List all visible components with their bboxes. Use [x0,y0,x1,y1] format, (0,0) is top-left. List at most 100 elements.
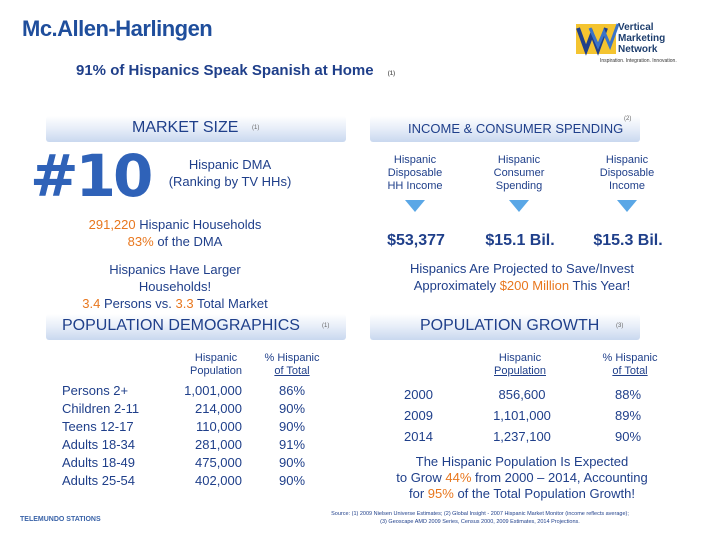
households-value: 291,220 [88,217,136,232]
growth-line1: The Hispanic Population Is Expected [415,454,629,469]
larger-households-block: Hispanics Have Larger Households! 3.4 Pe… [40,261,310,312]
growth-row-population: 856,600 [498,387,546,402]
demo-row-label: Adults 25-54 [62,473,135,488]
growth-mid: from 2000 – 2014, Accounting [475,470,648,485]
income-col3-header: Hispanic Disposable Income [582,154,672,193]
income-col3-l2: Disposable [599,167,655,179]
growth-col1-l2: Population [494,365,546,377]
telemundo-stations-logo: TELEMUNDO STATIONS [20,516,101,523]
vertical-marketing-network-logo: Vertical Marketing Network Inspiration. … [576,20,686,68]
dma-pct-text: of the DMA [157,234,223,249]
income-col1-l2: Disposable [387,167,443,179]
growth-row-population: 1,237,100 [493,429,551,444]
growth-summary: The Hispanic Population Is Expected to G… [372,454,672,502]
income-col2-header: Hispanic Consumer Spending [474,154,564,193]
growth-col1-l1: Hispanic [498,352,542,364]
arrow-down-icon [617,200,637,212]
growth-row-year: 2000 [404,387,433,402]
subtitle-text: 91% of Hispanics Speak Spanish at Home [76,62,374,79]
demo-col1-header: Hispanic Population [176,352,256,378]
demo-row-population: 281,000 [195,437,242,452]
page-title: Mc.Allen-Harlingen [22,16,213,41]
population-demographics-band: POPULATION DEMOGRAPHICS (1) [46,314,346,340]
save-pre: Approximately [413,278,497,293]
growth-row-pct: 90% [614,429,642,444]
logo-line2: Marketing [618,33,666,44]
income-col2-l1: Hispanic [497,154,541,166]
population-growth-header: POPULATION GROWTH [420,317,600,334]
demo-col2-l2: of Total [274,365,310,377]
growth-row-pct: 88% [614,387,642,402]
demo-row-label: Adults 18-49 [62,455,135,470]
demo-col2-l1: % Hispanic [264,352,320,364]
source-line1: Source: (1) 2009 Nielsen Universe Estima… [331,511,629,517]
demo-col1-l2: Population [190,365,242,377]
income-col1-l3: HH Income [387,180,443,192]
save-line1: Hispanics Are Projected to Save/Invest [409,261,634,276]
arrow-down-icon [405,200,425,212]
population-demographics-note: (1) [322,323,330,329]
demo-row-label: Children 2-11 [62,401,140,416]
arrow-down-icon [509,200,529,212]
market-size-header: MARKET SIZE [132,119,239,136]
growth-row-pct: 89% [614,408,642,423]
growth-pre2: for [409,486,425,501]
persons-mid: Persons vs. [103,296,172,311]
demo-row-label: Adults 18-34 [62,437,135,452]
growth-row-year: 2014 [404,429,433,444]
dma-pct-value: 83% [127,234,154,249]
growth-col1-header: Hispanic Population [480,352,560,378]
growth-post: of the Total Population Growth! [457,486,635,501]
income-note: (2) [624,116,632,122]
logo-line3: Network [618,44,658,55]
demo-row-population: 475,000 [195,455,242,470]
market-size-note: (1) [252,125,260,131]
growth-pre: to Grow [396,470,442,485]
demo-col2-header: % Hispanic of Total [252,352,332,378]
demo-row-label: Teens 12-17 [62,419,134,434]
demo-row-pct: 86% [278,383,306,398]
logo-line1: Vertical [618,22,654,33]
larger-line1: Hispanics Have Larger [109,262,241,277]
demo-row-pct: 91% [278,437,306,452]
income-col3-l3: Income [608,180,646,192]
demo-row-pct: 90% [278,401,306,416]
demo-row-population: 214,000 [195,401,242,416]
demo-row-population: 110,000 [195,419,242,434]
income-col2-l2: Consumer [493,167,545,179]
growth-row-year: 2009 [404,408,433,423]
demo-row-pct: 90% [278,473,306,488]
source-footnote: Source: (1) 2009 Nielsen Universe Estima… [260,510,700,526]
persons-total: 3.3 [175,296,194,311]
population-demographics-header: POPULATION DEMOGRAPHICS [62,317,300,334]
persons-hispanic: 3.4 [82,296,101,311]
save-invest-block: Hispanics Are Projected to Save/Invest A… [372,260,672,294]
income-col2-value: $15.1 Bil. [485,232,555,249]
income-col1-header: Hispanic Disposable HH Income [370,154,460,193]
income-col3-l1: Hispanic [605,154,649,166]
persons-tail: Total Market [196,296,268,311]
larger-line2: Households! [138,279,212,294]
population-growth-band: POPULATION GROWTH (3) [370,314,640,340]
growth-col2-header: % Hispanic of Total [590,352,670,378]
demo-row-pct: 90% [278,455,306,470]
income-col2-l3: Spending [495,180,543,192]
income-band: INCOME & CONSUMER SPENDING [370,116,640,142]
dma-ranking: Hispanic DMA (Ranking by TV HHs) [160,156,300,190]
growth-col2-l1: % Hispanic [602,352,658,364]
save-post: This Year! [572,278,631,293]
market-size-band: MARKET SIZE (1) [46,116,346,142]
vmn-logo-icon [576,23,620,56]
income-col3-value: $15.3 Bil. [593,232,663,249]
demo-row-label: Persons 2+ [62,383,129,398]
source-line2: (3) Geoscape AMD 2009 Series, Census 200… [380,519,580,525]
growth-col2-l2: of Total [612,365,648,377]
demo-col1-l1: Hispanic [194,352,238,364]
rank-number: #10 [30,142,153,210]
income-col1-l1: Hispanic [393,154,437,166]
save-value: $200 Million [499,278,570,293]
subtitle-note: (1) [387,71,396,77]
income-col1-value: $53,377 [387,232,445,249]
population-growth-note: (3) [616,323,624,329]
income-header: INCOME & CONSUMER SPENDING [408,121,624,136]
